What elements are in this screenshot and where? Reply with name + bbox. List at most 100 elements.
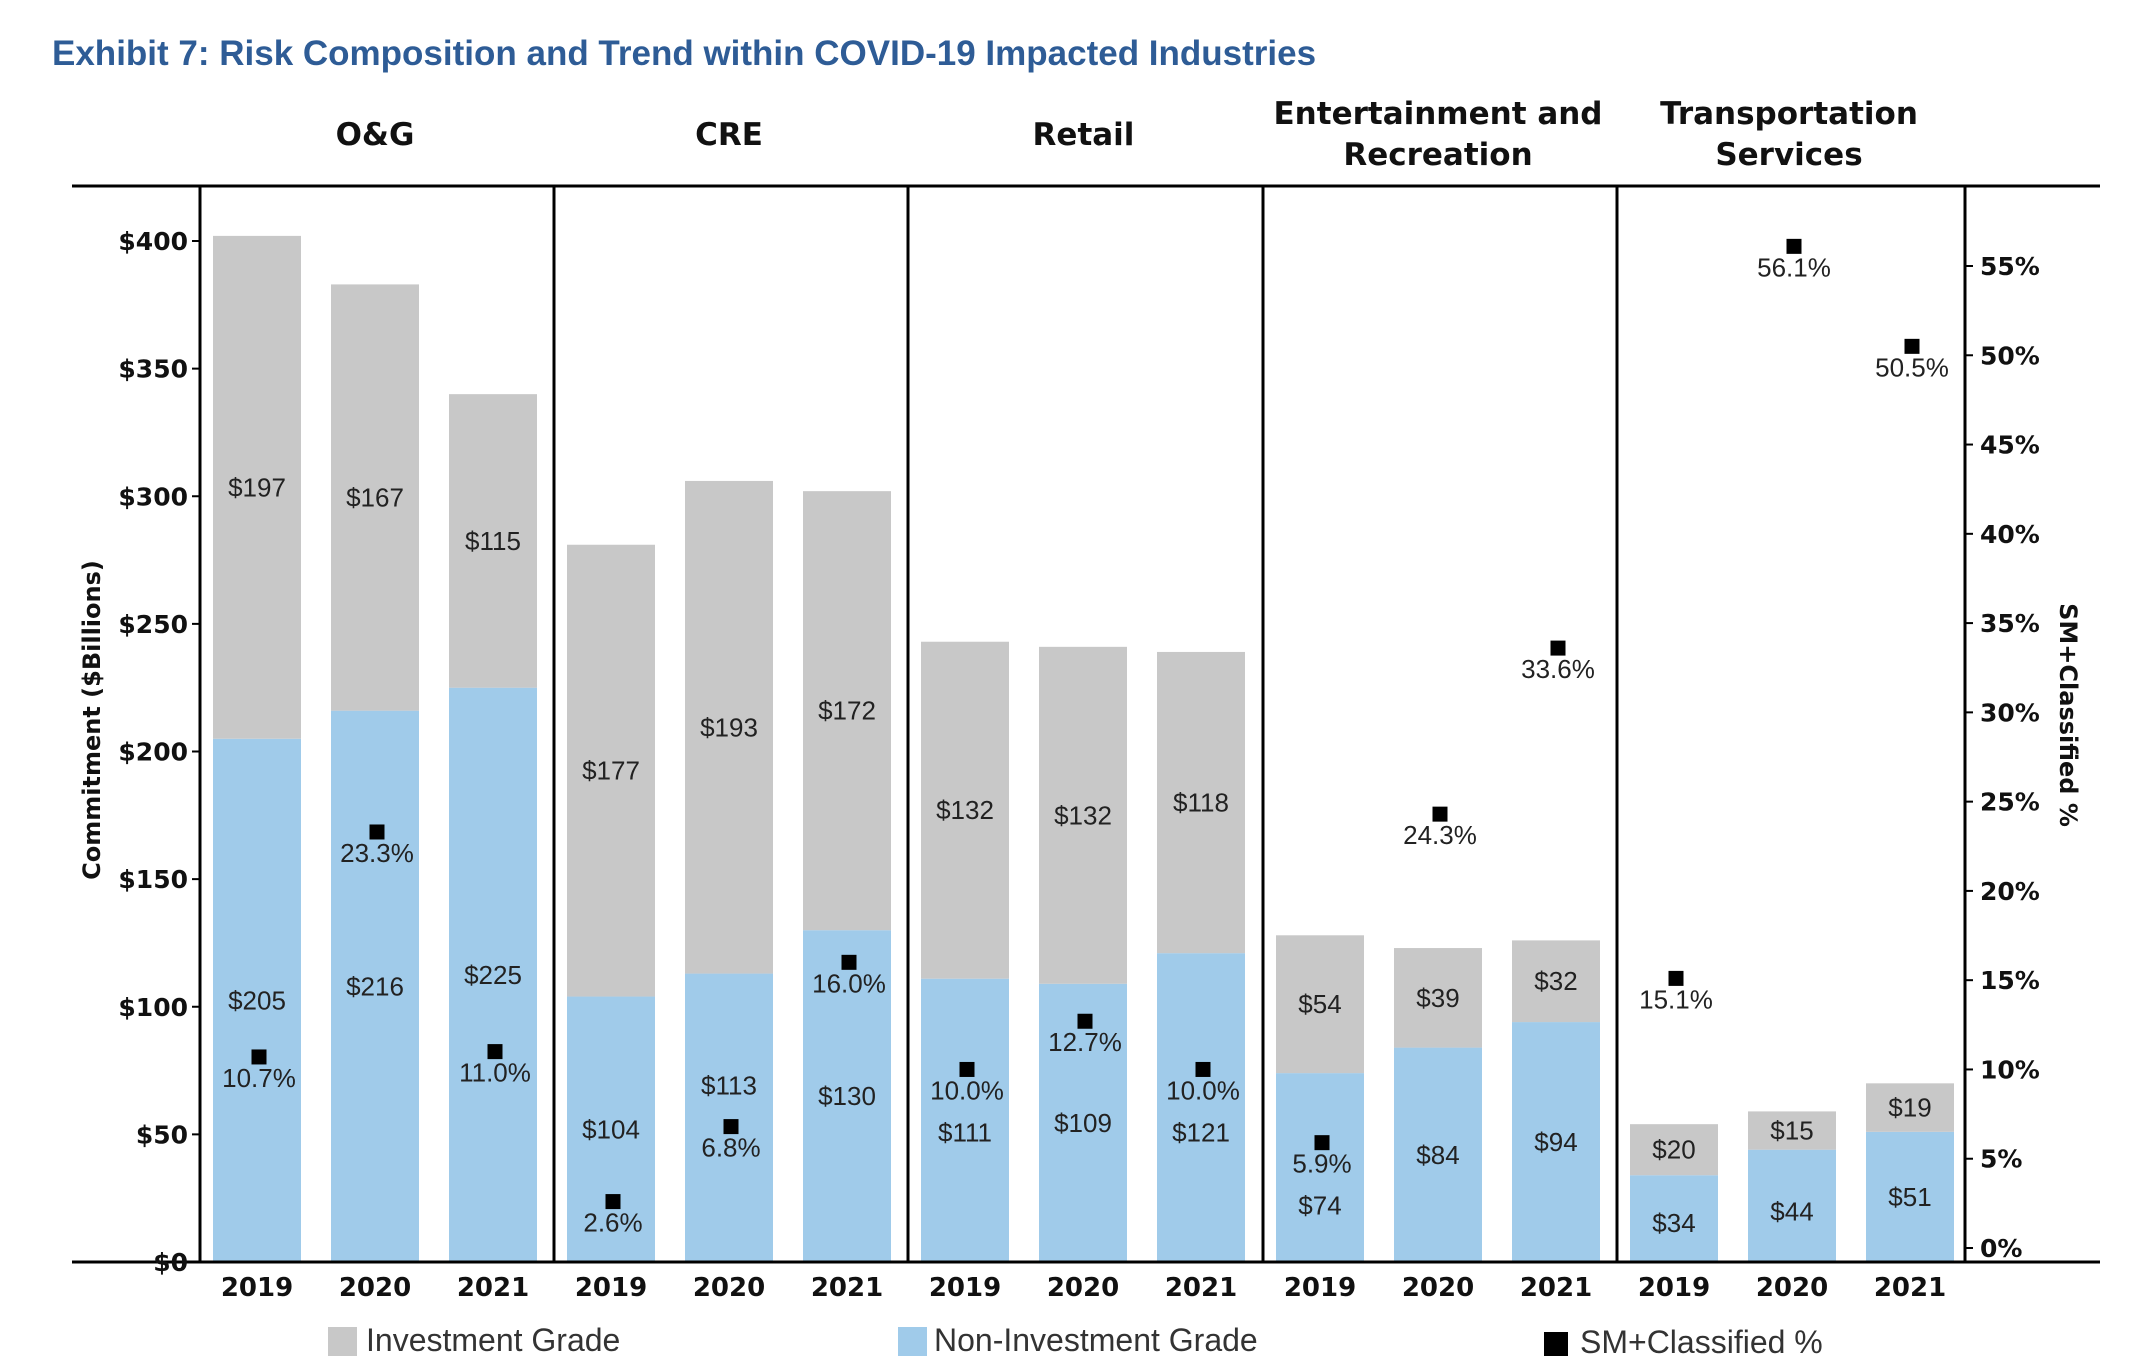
bar-noninvestment-1-0 [567, 996, 655, 1262]
label-noninvestment-3-2: $94 [1534, 1127, 1577, 1157]
year-label-4-0: 2019 [1638, 1273, 1710, 1303]
smc-label-4-0: 15.1% [1639, 984, 1713, 1014]
bar-noninvestment-0-1 [331, 710, 419, 1262]
year-label-0-2: 2021 [457, 1273, 529, 1303]
bar-investment-1-1 [685, 480, 773, 974]
year-label-1-2: 2021 [811, 1273, 883, 1303]
industry-header-1: CRE [695, 117, 763, 153]
bar-noninvestment-4-0 [1630, 1175, 1718, 1262]
bar-investment-3-0 [1276, 935, 1364, 1074]
y2-axis-title: SM+Classified % [2054, 603, 2082, 827]
smc-label-1-1: 6.8% [701, 1133, 760, 1163]
smc-label-3-1: 24.3% [1403, 820, 1477, 850]
bar-noninvestment-0-2 [449, 687, 537, 1262]
industry-header-4-line-0: Transportation [1660, 96, 1918, 132]
y-tick-label-8: $400 [118, 227, 188, 256]
label-investment-0-1: $167 [346, 483, 404, 513]
label-noninvestment-4-0: $34 [1652, 1208, 1695, 1238]
y2-tick-label-11: 55% [1980, 252, 2040, 281]
year-label-3-2: 2021 [1520, 1273, 1592, 1303]
label-investment-3-2: $32 [1534, 966, 1577, 996]
smc-marker-2-1 [1077, 1013, 1093, 1029]
label-investment-4-2: $19 [1888, 1093, 1931, 1123]
smc-marker-1-2 [841, 954, 857, 970]
y2-tick-label-6: 30% [1980, 698, 2040, 727]
label-noninvestment-0-2: $225 [464, 960, 522, 990]
bar-noninvestment-0-0 [213, 738, 301, 1262]
y2-tick-label-10: 50% [1980, 341, 2040, 370]
label-noninvestment-2-2: $121 [1172, 1117, 1230, 1147]
label-investment-1-2: $172 [818, 696, 876, 726]
year-label-2-0: 2019 [929, 1273, 1001, 1303]
label-noninvestment-0-1: $216 [346, 971, 404, 1001]
smc-marker-3-0 [1314, 1135, 1330, 1151]
label-noninvestment-2-0: $111 [938, 1117, 992, 1147]
year-label-1-1: 2020 [693, 1273, 765, 1303]
smc-label-2-2: 10.0% [1166, 1075, 1240, 1105]
legend-investment-swatch [328, 1327, 357, 1356]
year-label-3-1: 2020 [1402, 1273, 1474, 1303]
smc-marker-0-2 [487, 1044, 503, 1060]
bar-investment-0-0 [213, 235, 301, 739]
smc-label-2-1: 12.7% [1048, 1027, 1122, 1057]
bar-investment-1-0 [567, 544, 655, 997]
smc-label-1-0: 2.6% [583, 1208, 642, 1238]
label-investment-3-1: $39 [1416, 983, 1459, 1013]
smc-marker-3-2 [1550, 640, 1566, 656]
y-tick-label-6: $300 [118, 482, 188, 511]
industry-header-4-line-1: Services [1715, 137, 1862, 173]
legend-noninvestment-label: Non-Investment Grade [934, 1322, 1258, 1358]
label-investment-2-0: $132 [936, 795, 994, 825]
smc-marker-2-2 [1195, 1061, 1211, 1077]
legend-noninvestment-swatch [898, 1327, 927, 1356]
bar-noninvestment-4-1 [1748, 1149, 1836, 1262]
year-label-4-1: 2020 [1756, 1273, 1828, 1303]
label-investment-2-1: $132 [1054, 800, 1112, 830]
smc-marker-1-1 [723, 1119, 739, 1135]
industry-header-3-line-1: Recreation [1343, 137, 1532, 173]
bar-investment-3-1 [1394, 948, 1482, 1048]
bar-investment-2-1 [1039, 646, 1127, 984]
label-investment-1-1: $193 [700, 712, 758, 742]
label-noninvestment-2-1: $109 [1054, 1108, 1112, 1138]
y-tick-label-3: $150 [118, 865, 188, 894]
smc-label-4-2: 50.5% [1875, 352, 1949, 382]
y2-tick-label-3: 15% [1980, 966, 2040, 995]
smc-label-4-1: 56.1% [1757, 252, 1831, 282]
smc-marker-3-1 [1432, 806, 1448, 822]
label-investment-1-0: $177 [582, 756, 640, 786]
bar-noninvestment-3-1 [1394, 1047, 1482, 1262]
legend-smc-swatch [1544, 1332, 1568, 1356]
label-noninvestment-1-1: $113 [701, 1071, 757, 1101]
bar-investment-1-2 [803, 491, 891, 931]
year-label-3-0: 2019 [1284, 1273, 1356, 1303]
y-tick-label-5: $250 [118, 610, 188, 639]
y-tick-label-0: $0 [153, 1248, 188, 1277]
smc-label-1-2: 16.0% [812, 968, 886, 998]
y2-tick-label-0: 0% [1980, 1234, 2022, 1263]
y2-tick-label-5: 25% [1980, 788, 2040, 817]
industry-header-2: Retail [1033, 117, 1135, 153]
bar-investment-2-2 [1157, 651, 1245, 954]
smc-marker-0-0 [251, 1049, 267, 1065]
bar-noninvestment-3-2 [1512, 1022, 1600, 1262]
y2-tick-label-9: 45% [1980, 431, 2040, 460]
year-label-0-0: 2019 [221, 1273, 293, 1303]
smc-label-3-2: 33.6% [1521, 654, 1595, 684]
bar-noninvestment-2-2 [1157, 953, 1245, 1262]
y2-tick-label-8: 40% [1980, 520, 2040, 549]
bar-investment-4-1 [1748, 1111, 1836, 1150]
y2-tick-label-2: 10% [1980, 1055, 2040, 1084]
smc-marker-4-1 [1786, 238, 1802, 254]
label-investment-2-2: $118 [1173, 788, 1229, 818]
legend-investment-label: Investment Grade [366, 1322, 620, 1358]
industry-header-0: O&G [336, 117, 415, 153]
y-tick-label-1: $50 [136, 1120, 188, 1149]
label-investment-3-0: $54 [1298, 989, 1341, 1019]
bar-noninvestment-1-2 [803, 930, 891, 1262]
smc-label-3-0: 5.9% [1292, 1149, 1351, 1179]
label-investment-0-2: $115 [465, 526, 521, 556]
bar-noninvestment-2-1 [1039, 983, 1127, 1262]
label-noninvestment-3-1: $84 [1416, 1140, 1459, 1170]
y-tick-label-7: $350 [118, 355, 188, 384]
